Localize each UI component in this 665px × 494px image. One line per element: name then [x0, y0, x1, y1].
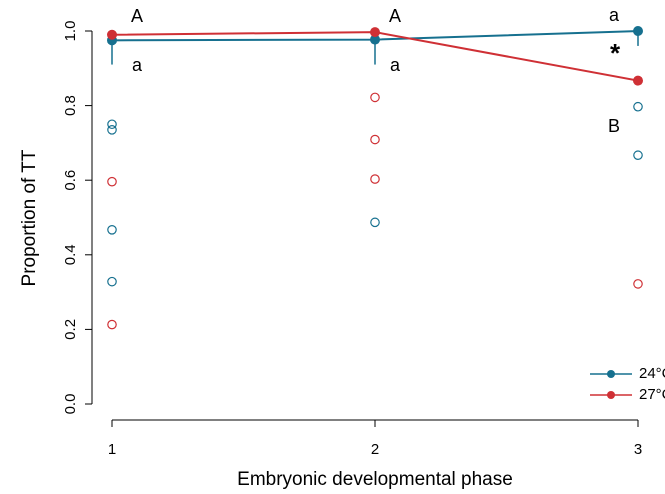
individual-point	[370, 92, 380, 103]
individual-point	[107, 125, 117, 135]
y-tick-label: 1.0	[62, 21, 79, 42]
x-tick-label: 2	[371, 441, 379, 458]
y-tick-label: 0.8	[62, 95, 79, 116]
annotation: a	[390, 55, 401, 75]
individual-point	[370, 217, 380, 228]
legend-label: 24°C	[639, 365, 665, 382]
x-axis-label: Embryonic developmental phase	[237, 469, 513, 490]
individual-point	[107, 119, 117, 130]
individual-point	[633, 150, 643, 161]
individual-point	[633, 101, 643, 112]
individual-point	[107, 176, 117, 187]
individual-point	[107, 319, 117, 330]
y-tick-label: 0.2	[62, 319, 79, 340]
legend-marker	[607, 370, 615, 378]
annotation: A	[131, 6, 143, 26]
y-tick-label: 0.6	[62, 170, 79, 191]
individual-point	[633, 279, 643, 289]
mean-point	[633, 26, 643, 36]
individual-point	[370, 134, 380, 145]
individual-point	[107, 225, 117, 235]
individual-point	[370, 174, 380, 184]
annotation: *	[610, 38, 621, 68]
annotation: B	[608, 116, 620, 136]
x-tick-label: 3	[634, 441, 642, 458]
legend-label: 27°C	[639, 386, 665, 403]
x-tick-label: 1	[108, 441, 116, 458]
y-tick-label: 0.4	[62, 244, 79, 265]
mean-point	[370, 27, 380, 38]
annotation: a	[132, 55, 143, 75]
mean-point	[370, 34, 380, 45]
y-axis-label: Proportion of TT	[19, 149, 40, 286]
annotation: a	[609, 5, 620, 25]
legend-marker	[607, 391, 615, 399]
individual-point	[107, 276, 117, 287]
y-tick-label: 0.0	[62, 394, 79, 415]
mean-point	[633, 75, 643, 86]
mean-point	[107, 29, 117, 40]
annotation: A	[389, 6, 401, 26]
